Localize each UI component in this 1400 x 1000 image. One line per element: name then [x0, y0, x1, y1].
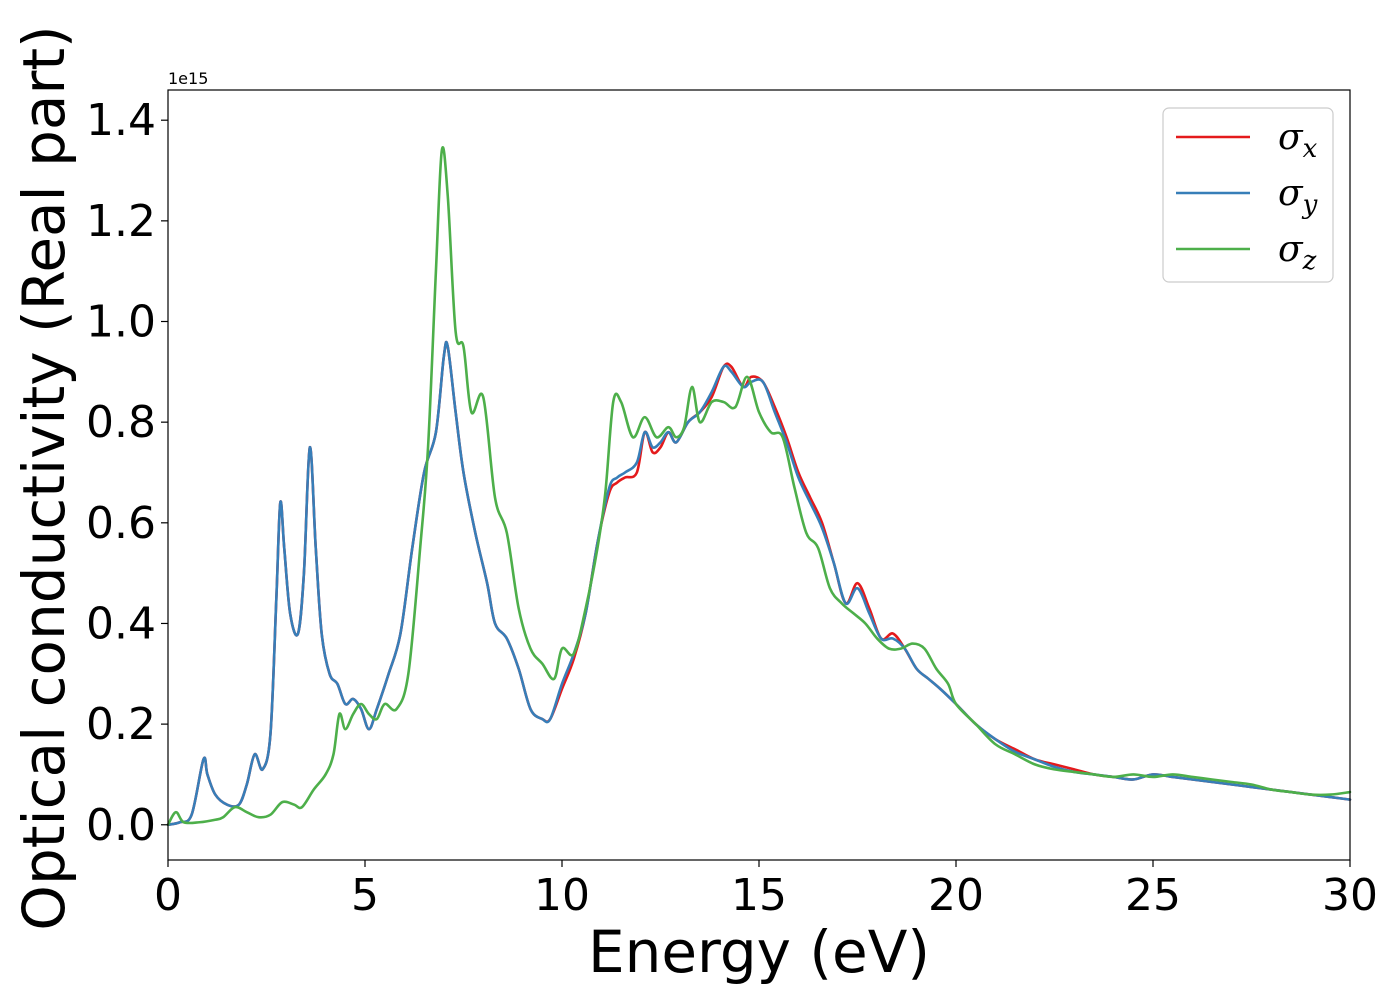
y-tick-label: 1.2 [86, 196, 156, 247]
y-axis-ticks: 0.0 0.2 0.4 0.6 0.8 1.0 1.2 1.4 [86, 95, 168, 851]
y-tick-label: 0.4 [86, 598, 156, 649]
x-axis-label: Energy (eV) [588, 918, 930, 986]
x-tick-label: 25 [1125, 870, 1181, 921]
x-tick-label: 10 [534, 870, 590, 921]
x-tick-label: 0 [154, 870, 182, 921]
y-tick-label: 1.0 [86, 297, 156, 348]
x-tick-label: 15 [731, 870, 787, 921]
legend-box [1162, 107, 1334, 283]
y-tick-label: 0.8 [86, 397, 156, 448]
series-layer [166, 146, 1352, 827]
x-tick-label: 5 [351, 870, 379, 921]
x-tick-label: 30 [1322, 870, 1378, 921]
series-line-y [166, 340, 1352, 827]
x-axis-ticks: 0 5 10 15 20 25 30 [154, 860, 1378, 921]
x-tick-label: 20 [928, 870, 984, 921]
y-tick-label: 0.6 [86, 498, 156, 549]
y-tick-label: 0.0 [86, 800, 156, 851]
y-offset-label: 1e15 [168, 69, 208, 88]
y-axis-label: Optical conductivity (Real part) [10, 25, 78, 930]
y-tick-label: 1.4 [86, 95, 156, 146]
series-line-z [166, 146, 1352, 827]
y-tick-label: 0.2 [86, 699, 156, 750]
